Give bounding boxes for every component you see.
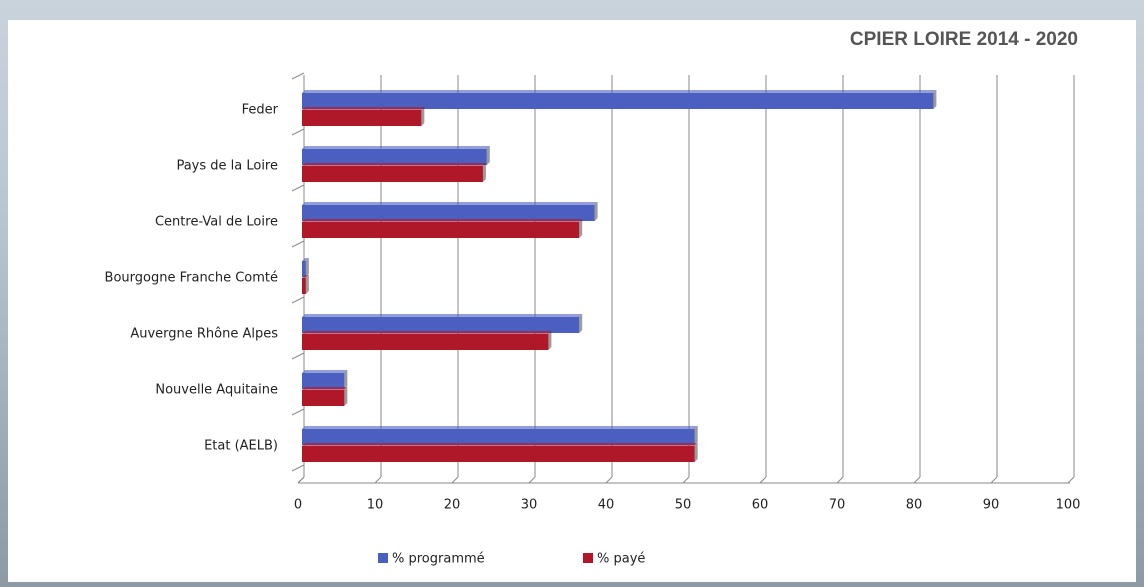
y-tick xyxy=(291,352,305,360)
bar xyxy=(302,110,422,126)
bar-side xyxy=(482,163,486,182)
bar-side xyxy=(579,219,583,238)
x-tick-label: 30 xyxy=(521,498,538,513)
y-tick-label: Pays de la Loire xyxy=(176,159,278,174)
y-tick xyxy=(291,296,305,304)
bar xyxy=(302,149,487,165)
y-tick-label: Feder xyxy=(242,103,279,118)
bar xyxy=(302,261,306,277)
bar-side xyxy=(421,107,425,126)
grid-line-depth xyxy=(374,476,382,484)
bar xyxy=(302,93,934,109)
grid-line-depth xyxy=(836,476,844,484)
bar-top xyxy=(302,370,348,373)
legend-swatch xyxy=(378,553,388,563)
grid-line-depth xyxy=(528,476,536,484)
x-tick-label: 0 xyxy=(294,498,302,513)
bar-side xyxy=(486,146,490,165)
bar-top xyxy=(302,202,598,205)
y-tick-label: Nouvelle Aquitaine xyxy=(155,383,278,398)
y-tick xyxy=(291,72,305,80)
bar-top xyxy=(302,146,490,149)
bar xyxy=(302,166,483,182)
bar xyxy=(302,429,695,445)
grid-line-depth xyxy=(759,476,767,484)
x-tick-label: 80 xyxy=(906,498,923,513)
bar-top xyxy=(302,90,937,93)
bar-top xyxy=(302,443,698,446)
bar xyxy=(302,222,580,238)
panel xyxy=(8,20,1136,582)
bar xyxy=(302,390,345,406)
bar-side xyxy=(548,331,552,350)
x-tick-label: 20 xyxy=(444,498,461,513)
bar-top xyxy=(302,387,348,390)
legend-swatch xyxy=(583,553,593,563)
x-tick-label: 90 xyxy=(983,498,1000,513)
legend-label: % payé xyxy=(597,552,645,567)
bar xyxy=(302,317,580,333)
bar-side xyxy=(344,370,348,389)
x-tick-label: 40 xyxy=(598,498,615,513)
bar xyxy=(302,278,306,294)
x-tick-label: 10 xyxy=(367,498,384,513)
grid-line-depth xyxy=(297,476,305,484)
bar-side xyxy=(694,443,698,462)
x-tick-label: 60 xyxy=(752,498,769,513)
grid-line-depth xyxy=(451,476,459,484)
x-tick-label: 50 xyxy=(675,498,692,513)
bar-side xyxy=(579,314,583,333)
y-tick xyxy=(291,408,305,416)
bar-side xyxy=(694,426,698,445)
bar xyxy=(302,334,549,350)
y-tick xyxy=(291,240,305,248)
bar xyxy=(302,446,695,462)
y-tick-label: Centre-Val de Loire xyxy=(155,215,278,230)
bar-side xyxy=(594,202,598,221)
bar-side xyxy=(305,275,309,294)
y-tick xyxy=(291,128,305,136)
bar-side xyxy=(933,90,937,109)
grid-line-depth xyxy=(682,476,690,484)
grid-line-depth xyxy=(605,476,613,484)
bar-top xyxy=(302,314,583,317)
bar-top xyxy=(302,331,552,334)
grid-line-depth xyxy=(1067,476,1075,484)
bar-top xyxy=(302,163,486,166)
bar xyxy=(302,373,345,389)
bar-side xyxy=(344,387,348,406)
bar-top xyxy=(302,275,309,278)
bar xyxy=(302,205,595,221)
y-tick xyxy=(291,184,305,192)
grid-line-depth xyxy=(913,476,921,484)
x-tick-label: 100 xyxy=(1056,498,1081,513)
bar-top xyxy=(302,107,425,110)
y-tick xyxy=(291,464,305,472)
chart-title: CPIER LOIRE 2014 - 2020 xyxy=(850,29,1078,50)
bar-side xyxy=(305,258,309,277)
y-tick-label: Etat (AELB) xyxy=(204,439,278,454)
y-tick-label: Auvergne Rhône Alpes xyxy=(130,327,278,342)
bar-top xyxy=(302,426,698,429)
bar-top xyxy=(302,219,583,222)
legend-label: % programmé xyxy=(392,552,485,567)
y-tick-label: Bourgogne Franche Comté xyxy=(105,271,278,286)
grid-line-depth xyxy=(990,476,998,484)
bar-top xyxy=(302,258,309,261)
x-tick-label: 70 xyxy=(829,498,846,513)
